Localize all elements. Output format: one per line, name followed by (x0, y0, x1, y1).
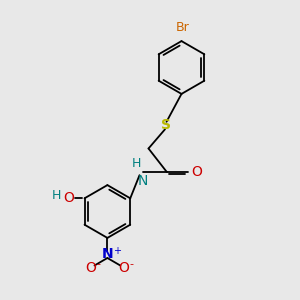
Text: O: O (63, 191, 74, 205)
Text: N: N (102, 248, 113, 261)
Text: -: - (129, 259, 133, 269)
Text: -: - (96, 259, 100, 269)
Text: O: O (118, 261, 129, 275)
Text: O: O (191, 165, 202, 178)
Text: H: H (132, 157, 141, 170)
Text: N: N (138, 174, 148, 188)
Text: O: O (85, 261, 96, 275)
Text: +: + (113, 246, 121, 256)
Text: Br: Br (176, 22, 190, 34)
Text: H: H (52, 189, 61, 203)
Text: S: S (161, 118, 172, 132)
